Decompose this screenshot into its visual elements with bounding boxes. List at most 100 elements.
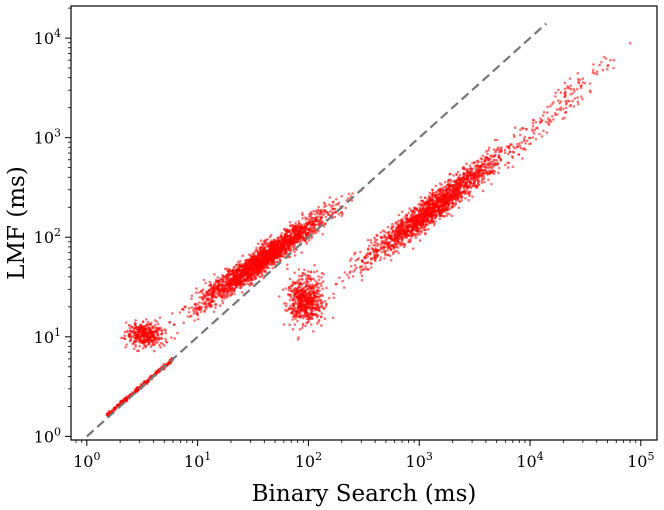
data-point [481, 189, 485, 193]
data-point [234, 284, 238, 287]
data-point [135, 334, 138, 337]
data-point [436, 195, 439, 198]
data-point [123, 337, 127, 341]
data-point [313, 212, 317, 216]
data-point [376, 244, 379, 247]
data-point [129, 338, 132, 342]
data-point [496, 161, 500, 165]
data-point [250, 258, 253, 262]
data-point [236, 274, 239, 278]
data-point [292, 297, 296, 301]
data-point [286, 267, 289, 271]
data-point [275, 242, 279, 246]
data-point [375, 252, 378, 255]
data-point [161, 342, 165, 346]
data-point [415, 227, 418, 231]
data-point [317, 205, 321, 209]
data-point [255, 273, 259, 277]
data-point [296, 290, 300, 294]
data-point [349, 264, 353, 268]
data-point [298, 226, 302, 230]
data-point [433, 220, 437, 223]
data-point [486, 173, 489, 176]
data-point [209, 287, 212, 291]
data-point [480, 157, 484, 161]
data-point [441, 190, 445, 193]
data-point [483, 171, 486, 175]
data-point [210, 295, 213, 298]
data-point [307, 239, 311, 242]
data-point [508, 150, 512, 153]
data-point [206, 296, 210, 300]
data-point [193, 319, 196, 322]
data-point [299, 289, 302, 292]
data-point [137, 349, 141, 353]
data-point [332, 296, 336, 300]
data-point [187, 307, 191, 310]
data-point [359, 271, 363, 275]
data-point [359, 269, 363, 272]
data-point [459, 182, 463, 186]
data-point [316, 322, 319, 325]
data-point [273, 238, 277, 242]
data-point [232, 270, 236, 274]
data-point [493, 170, 497, 173]
data-point [378, 258, 382, 262]
data-point [487, 148, 490, 152]
data-point [520, 141, 524, 144]
data-point [281, 241, 284, 245]
data-point [284, 287, 288, 290]
data-point [258, 267, 261, 270]
data-point [308, 318, 311, 321]
data-point [328, 203, 331, 206]
data-point [297, 336, 300, 339]
data-point [263, 246, 267, 250]
data-point [519, 133, 522, 137]
data-point [221, 301, 225, 305]
data-point [485, 158, 488, 161]
data-point [499, 150, 503, 153]
data-point [234, 268, 238, 272]
data-point [182, 321, 185, 325]
data-point [430, 221, 433, 224]
data-point [156, 322, 160, 326]
data-point [360, 278, 364, 282]
data-point [198, 291, 201, 294]
data-point [262, 267, 265, 270]
data-point [468, 194, 471, 197]
data-point [291, 239, 295, 243]
data-point [347, 192, 351, 196]
data-point [305, 233, 308, 236]
data-point [266, 266, 269, 270]
data-point [171, 312, 174, 315]
data-point [276, 260, 279, 264]
data-point [293, 254, 297, 257]
data-point [154, 326, 157, 330]
data-point [301, 236, 305, 239]
data-point [346, 273, 349, 277]
data-point [305, 321, 308, 325]
data-point [465, 171, 468, 175]
data-point [141, 329, 144, 332]
data-point [464, 197, 467, 200]
data-point [307, 228, 311, 232]
data-point [226, 281, 230, 284]
data-point [293, 241, 297, 245]
data-point [277, 238, 280, 241]
data-point [477, 173, 481, 176]
data-point [217, 292, 220, 296]
data-point [372, 254, 376, 257]
data-point [164, 340, 168, 343]
data-point [383, 257, 386, 260]
data-point [308, 215, 311, 218]
data-point [402, 222, 406, 225]
data-point [194, 307, 197, 311]
data-point [440, 211, 444, 215]
data-point [396, 230, 399, 233]
data-point [403, 244, 407, 247]
data-point [194, 291, 198, 294]
data-point [307, 277, 311, 280]
data-point [195, 287, 198, 290]
data-point [129, 335, 132, 338]
data-point [199, 310, 203, 314]
